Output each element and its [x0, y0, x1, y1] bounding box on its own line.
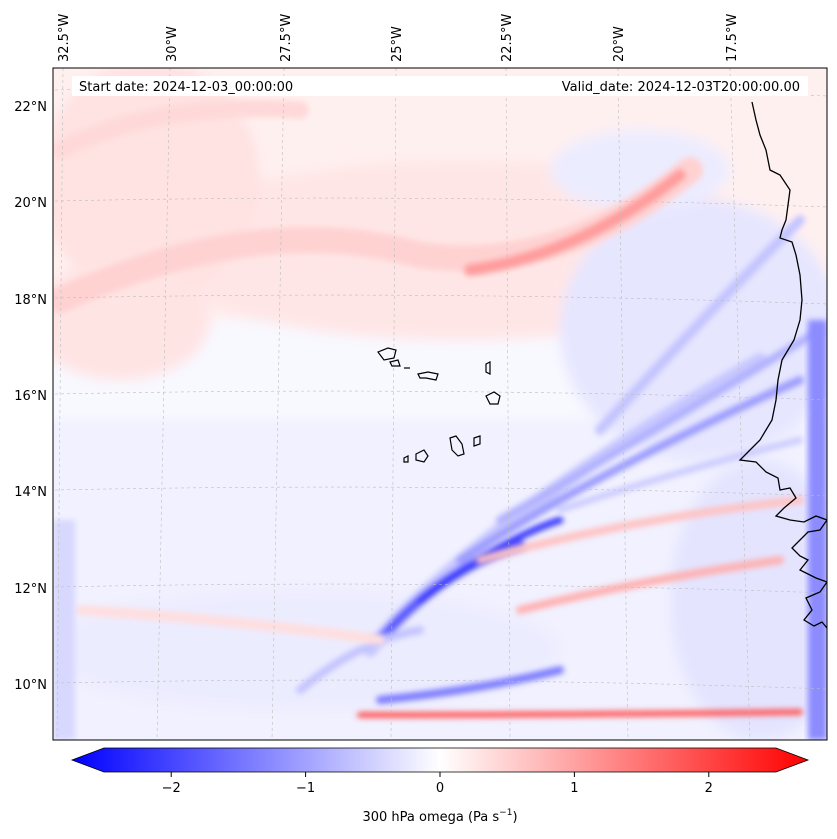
lon-label: 22.5°W: [500, 14, 515, 62]
island-santo-antao: [377, 347, 397, 361]
date-header-box: [72, 76, 808, 96]
lat-label: 14°N: [14, 485, 47, 500]
left-edge-strip: [53, 520, 75, 740]
red-arc-band: [53, 99, 703, 313]
lon-label: 32.5°W: [57, 14, 72, 62]
lon-label: 20°W: [612, 26, 627, 62]
blue-streaks: [296, 215, 824, 704]
lat-label: 18°N: [14, 293, 47, 308]
island-brava: [403, 455, 409, 463]
valid-date-label: Valid_date: 2024-12-03T20:00:00.00: [562, 80, 800, 95]
island-boa-vista: [485, 391, 501, 405]
lat-label: 16°N: [14, 389, 47, 404]
longitude-labels: 32.5°W 30°W 27.5°W 25°W 22.5°W 20°W 17.5…: [57, 14, 740, 62]
lon-label: 25°W: [390, 26, 405, 62]
map-frame: [52, 67, 828, 741]
lat-label: 10°N: [14, 678, 47, 693]
colorbar-title: 300 hPa omega (Pa s−1): [362, 808, 517, 825]
lon-label: 30°W: [165, 26, 180, 62]
island-sal: [485, 361, 491, 375]
colorbar-tick-label: 2: [705, 781, 713, 796]
island-fogo: [415, 449, 429, 463]
red-streaks: [75, 496, 804, 718]
colorbar: −2 −1 0 1 2 300 hPa omega (Pa s−1): [70, 747, 810, 825]
island-sao-nicolau: [417, 371, 439, 381]
colorbar-tick-label: −1: [296, 781, 315, 796]
africa-coast: [738, 101, 827, 629]
cape-verde-islands: [377, 347, 501, 463]
lat-label: 20°N: [14, 196, 47, 211]
colorbar-tick-label: 0: [436, 781, 444, 796]
coastline: [738, 101, 827, 629]
lat-label: 22°N: [14, 100, 47, 115]
colorbar-gradient: [70, 747, 810, 773]
latitude-labels: 22°N 20°N 18°N 16°N 14°N 12°N 10°N: [14, 100, 47, 693]
colorbar-tick-label: −2: [162, 781, 181, 796]
island-maio: [473, 435, 481, 447]
start-date-label: Start date: 2024-12-03_00:00:00: [79, 80, 293, 95]
map-panel: [53, 68, 827, 740]
colorbar-ticks: −2 −1 0 1 2: [162, 772, 713, 796]
island-santiago: [449, 435, 465, 457]
lat-label: 12°N: [14, 582, 47, 597]
lon-label: 27.5°W: [279, 14, 294, 62]
colorbar-tick-label: 1: [570, 781, 578, 796]
lon-label: 17.5°W: [725, 14, 740, 62]
island-sao-vicente: [389, 359, 401, 367]
